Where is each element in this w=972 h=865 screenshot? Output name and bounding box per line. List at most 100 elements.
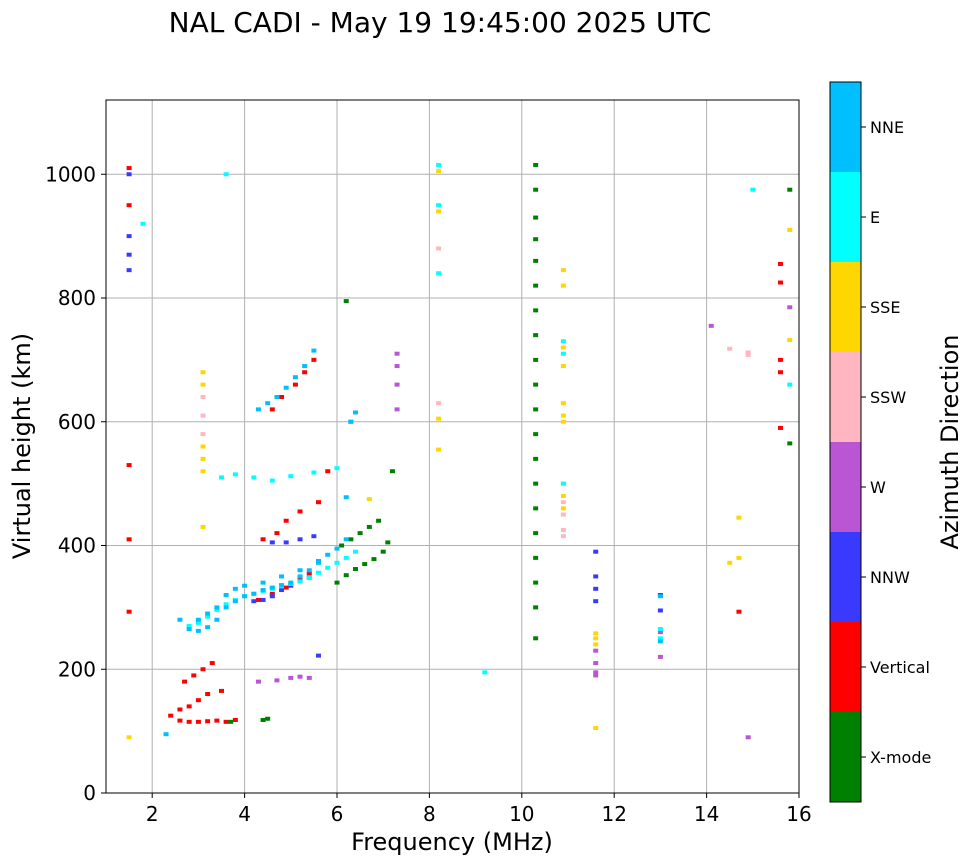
- data-point: [200, 395, 206, 399]
- data-point: [223, 602, 229, 607]
- data-point: [200, 413, 206, 418]
- data-point: [177, 707, 183, 712]
- data-point: [736, 555, 742, 560]
- data-point: [205, 692, 211, 696]
- data-point: [297, 579, 303, 584]
- data-point: [219, 475, 224, 480]
- data-point: [191, 673, 197, 678]
- data-point: [348, 537, 354, 542]
- data-point: [242, 594, 248, 599]
- data-point: [533, 432, 539, 437]
- data-point: [560, 268, 566, 273]
- data-point: [778, 425, 784, 430]
- data-point: [311, 470, 317, 475]
- data-point: [302, 364, 308, 369]
- data-point: [232, 599, 238, 604]
- data-point: [394, 382, 400, 387]
- data-point: [745, 735, 751, 740]
- data-point: [297, 574, 303, 579]
- data-point: [316, 570, 322, 575]
- data-point: [787, 382, 793, 387]
- data-point: [593, 631, 599, 636]
- y-axis-title: Virtual height (km): [8, 333, 36, 559]
- data-point: [186, 704, 192, 709]
- data-point: [269, 594, 275, 599]
- data-point: [214, 617, 220, 622]
- data-point: [126, 537, 132, 542]
- data-point: [436, 447, 442, 452]
- x-tick-label: 10: [509, 802, 534, 826]
- data-point: [200, 370, 206, 375]
- data-point: [297, 674, 303, 679]
- data-point: [533, 333, 539, 338]
- data-point: [288, 474, 294, 479]
- data-point: [436, 416, 442, 421]
- data-point: [140, 221, 146, 226]
- x-tick-label: 16: [786, 802, 811, 826]
- data-point: [214, 718, 220, 723]
- data-point: [533, 382, 539, 387]
- colorbar-label: NNE: [870, 118, 904, 137]
- x-tick-label: 4: [238, 802, 251, 826]
- data-point: [306, 575, 312, 580]
- x-tick-label: 6: [331, 802, 344, 826]
- series-nne: [163, 348, 663, 737]
- data-point: [316, 558, 322, 563]
- data-point: [339, 543, 345, 548]
- data-point: [292, 375, 298, 380]
- y-axis-ticks: 0 200 400 600 800 1000: [45, 162, 106, 805]
- data-point: [533, 605, 539, 610]
- data-point: [260, 580, 266, 585]
- data-point: [182, 679, 188, 684]
- data-point: [727, 346, 733, 351]
- colorbar-segment: [830, 352, 861, 442]
- data-point: [255, 407, 261, 412]
- y-tick-label: 1000: [45, 162, 96, 186]
- data-point: [269, 585, 275, 590]
- data-point: [274, 531, 280, 536]
- data-point: [214, 607, 220, 612]
- data-point: [560, 419, 566, 424]
- data-point: [200, 444, 206, 449]
- data-point: [306, 675, 312, 680]
- data-point: [657, 639, 663, 644]
- data-point: [228, 719, 234, 724]
- data-point: [560, 351, 566, 356]
- data-point: [560, 283, 566, 288]
- data-point: [560, 500, 566, 505]
- series-x-mode: [228, 162, 793, 724]
- data-point: [366, 524, 372, 529]
- data-point: [593, 642, 599, 647]
- data-point: [200, 382, 206, 387]
- data-point: [787, 305, 793, 310]
- colorbar-segment: [830, 172, 861, 262]
- data-point: [533, 215, 539, 220]
- data-point: [223, 719, 229, 724]
- data-point: [436, 162, 442, 167]
- data-point: [126, 172, 132, 177]
- data-point: [200, 432, 206, 437]
- data-point: [126, 463, 132, 468]
- data-point: [482, 670, 488, 675]
- data-point: [533, 481, 539, 486]
- data-point: [274, 395, 280, 399]
- data-point: [343, 495, 349, 500]
- data-point: [311, 534, 317, 539]
- data-point: [533, 308, 539, 313]
- data-point: [311, 348, 317, 353]
- data-point: [232, 717, 238, 722]
- data-point: [657, 627, 663, 632]
- data-point: [195, 628, 201, 633]
- data-point: [255, 597, 261, 602]
- data-point: [288, 675, 294, 680]
- data-point: [325, 469, 331, 474]
- data-point: [745, 350, 751, 355]
- data-point: [560, 494, 566, 498]
- data-point: [195, 719, 201, 724]
- data-point: [297, 568, 303, 573]
- data-point: [787, 187, 793, 192]
- data-point: [251, 599, 257, 604]
- data-point: [560, 512, 566, 517]
- data-point: [533, 258, 539, 263]
- data-point: [533, 357, 539, 362]
